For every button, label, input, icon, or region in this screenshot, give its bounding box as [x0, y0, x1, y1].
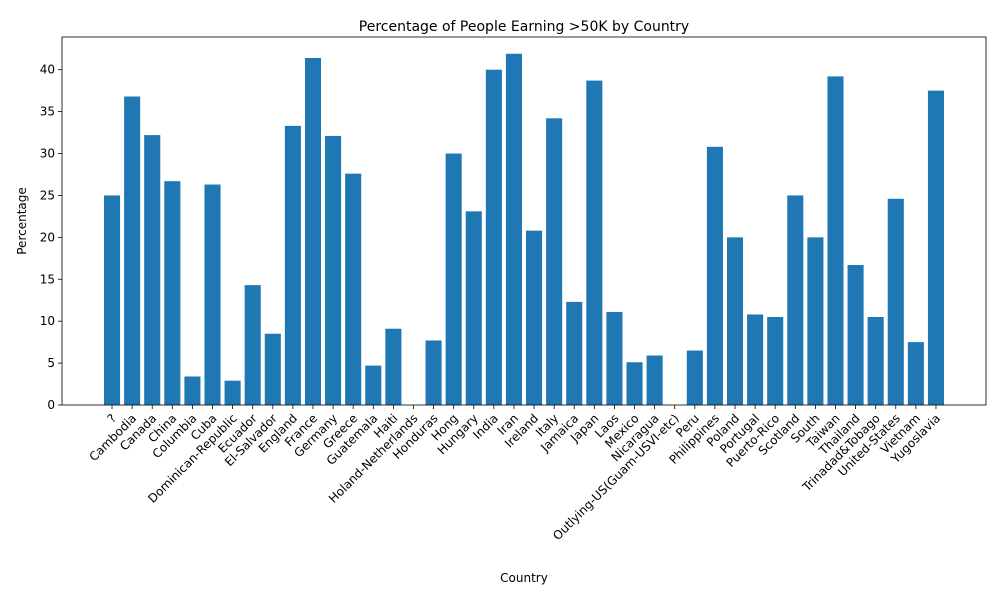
bar-0 [104, 195, 121, 405]
bar-33 [767, 316, 784, 405]
bar-2 [144, 135, 161, 405]
bar-29 [686, 350, 703, 405]
bar-36 [827, 76, 844, 406]
y-tick-label-6: 30 [40, 147, 55, 161]
bar-27 [646, 355, 663, 405]
bar-31 [726, 237, 744, 405]
bar-7 [244, 285, 261, 405]
bar-17 [445, 153, 462, 405]
y-axis-label: Percentage [15, 187, 29, 255]
bars-group [104, 53, 944, 406]
plot-frame [61, 36, 987, 406]
bar-18 [465, 211, 482, 405]
y-tick-label-1: 5 [47, 356, 55, 370]
y-tick-label-3: 15 [40, 272, 55, 286]
y-tick-label-8: 40 [40, 63, 55, 77]
bar-37 [847, 265, 864, 405]
bar-10 [304, 57, 322, 405]
bar-9 [284, 125, 301, 405]
bar-19 [485, 69, 502, 406]
y-tick-label-7: 35 [40, 105, 55, 119]
bar-26 [626, 362, 643, 405]
bar-5 [204, 184, 221, 405]
bar-40 [907, 342, 924, 405]
bar-34 [787, 195, 804, 405]
bar-11 [325, 135, 342, 405]
bar-14 [385, 328, 402, 405]
bar-22 [546, 118, 563, 405]
y-axis: 0 5 10 15 20 25 30 35 40 [40, 63, 62, 412]
bar-41 [927, 90, 944, 405]
y-tick-label-4: 20 [40, 230, 55, 244]
bar-24 [586, 80, 603, 406]
bar-3 [164, 181, 181, 405]
bar-12 [345, 173, 362, 405]
bar-16 [425, 340, 442, 405]
bar-39 [887, 198, 904, 405]
bar-32 [747, 314, 764, 405]
bar-35 [807, 237, 824, 405]
bar-38 [867, 316, 884, 405]
bar-13 [365, 365, 382, 405]
y-tick-label-2: 10 [40, 314, 55, 328]
bar-30 [706, 146, 723, 405]
bar-8 [264, 333, 281, 405]
bar-6 [224, 380, 241, 405]
bar-21 [526, 230, 543, 405]
bar-1 [124, 96, 141, 405]
x-axis-label: Country [500, 571, 548, 585]
y-tick-label-5: 25 [40, 188, 55, 202]
chart-title: Percentage of People Earning >50K by Cou… [359, 19, 689, 35]
y-tick-label-0: 0 [47, 398, 55, 412]
bar-20 [505, 53, 522, 405]
bar-4 [184, 376, 201, 405]
bar-25 [606, 311, 623, 405]
bar-23 [566, 301, 583, 405]
